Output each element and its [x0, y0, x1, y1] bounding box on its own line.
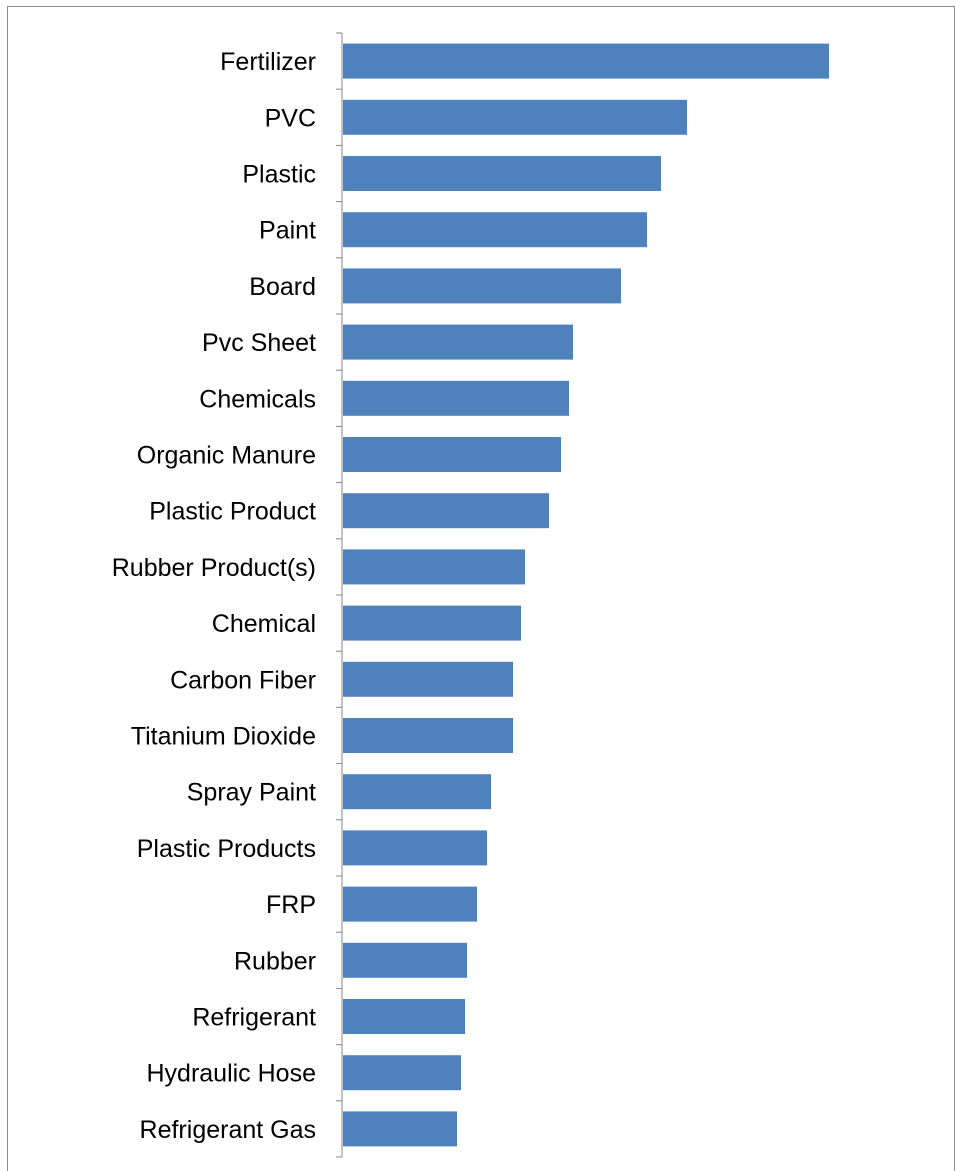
- bar-plastic: [343, 156, 661, 191]
- category-labels: Fertilizer PVC Plastic Paint Board Pvc Sheet C…: [112, 48, 316, 1144]
- bar-pvc: [343, 99, 687, 135]
- bars-layer: [343, 43, 829, 1147]
- category-label: FRP: [266, 891, 316, 919]
- bar-chemical: [343, 605, 521, 641]
- bar-hydraulic-hose: [343, 1055, 461, 1091]
- bar-paint: [343, 212, 647, 248]
- bar-fertilizer: [343, 43, 829, 79]
- category-label: Plastic Products: [137, 835, 316, 863]
- bar-organic-manure: [343, 437, 561, 472]
- category-label: Titanium Dioxide: [131, 723, 316, 751]
- bar-refrigerant-gas: [343, 1111, 457, 1147]
- category-label: Rubber: [234, 947, 316, 975]
- bar-pvc-sheet: [343, 324, 573, 360]
- bar-rubber-product-s: [343, 549, 525, 585]
- bar-board: [343, 268, 621, 304]
- category-label: Pvc Sheet: [202, 329, 316, 357]
- bar-carbon-fiber: [343, 661, 513, 697]
- bar-frp: [343, 886, 477, 922]
- category-label: Rubber Product(s): [112, 554, 316, 582]
- chart-frame: [7, 6, 955, 1171]
- category-label: Refrigerant Gas: [140, 1116, 316, 1144]
- bar-plastic-product: [343, 493, 549, 529]
- category-label: Spray Paint: [187, 779, 316, 807]
- category-label: Fertilizer: [220, 48, 316, 76]
- bar-rubber: [343, 942, 467, 978]
- category-label: Paint: [259, 217, 316, 245]
- bar-plastic-products: [343, 830, 487, 866]
- category-label: Refrigerant: [192, 1004, 316, 1032]
- bar-chemicals: [343, 380, 569, 416]
- bar-refrigerant: [343, 999, 465, 1034]
- category-label: Chemical: [212, 610, 316, 638]
- category-label: Plastic: [242, 161, 316, 189]
- category-label: Carbon Fiber: [170, 666, 316, 694]
- category-label: Board: [249, 273, 316, 301]
- bar-spray-paint: [343, 774, 491, 810]
- category-label: Plastic Product: [149, 498, 316, 526]
- category-axis: [336, 32, 343, 1158]
- category-label: PVC: [265, 104, 316, 132]
- bar-titanium-dioxide: [343, 718, 513, 753]
- category-label: Organic Manure: [137, 442, 316, 470]
- category-label: Chemicals: [199, 385, 316, 413]
- category-label: Hydraulic Hose: [146, 1060, 316, 1088]
